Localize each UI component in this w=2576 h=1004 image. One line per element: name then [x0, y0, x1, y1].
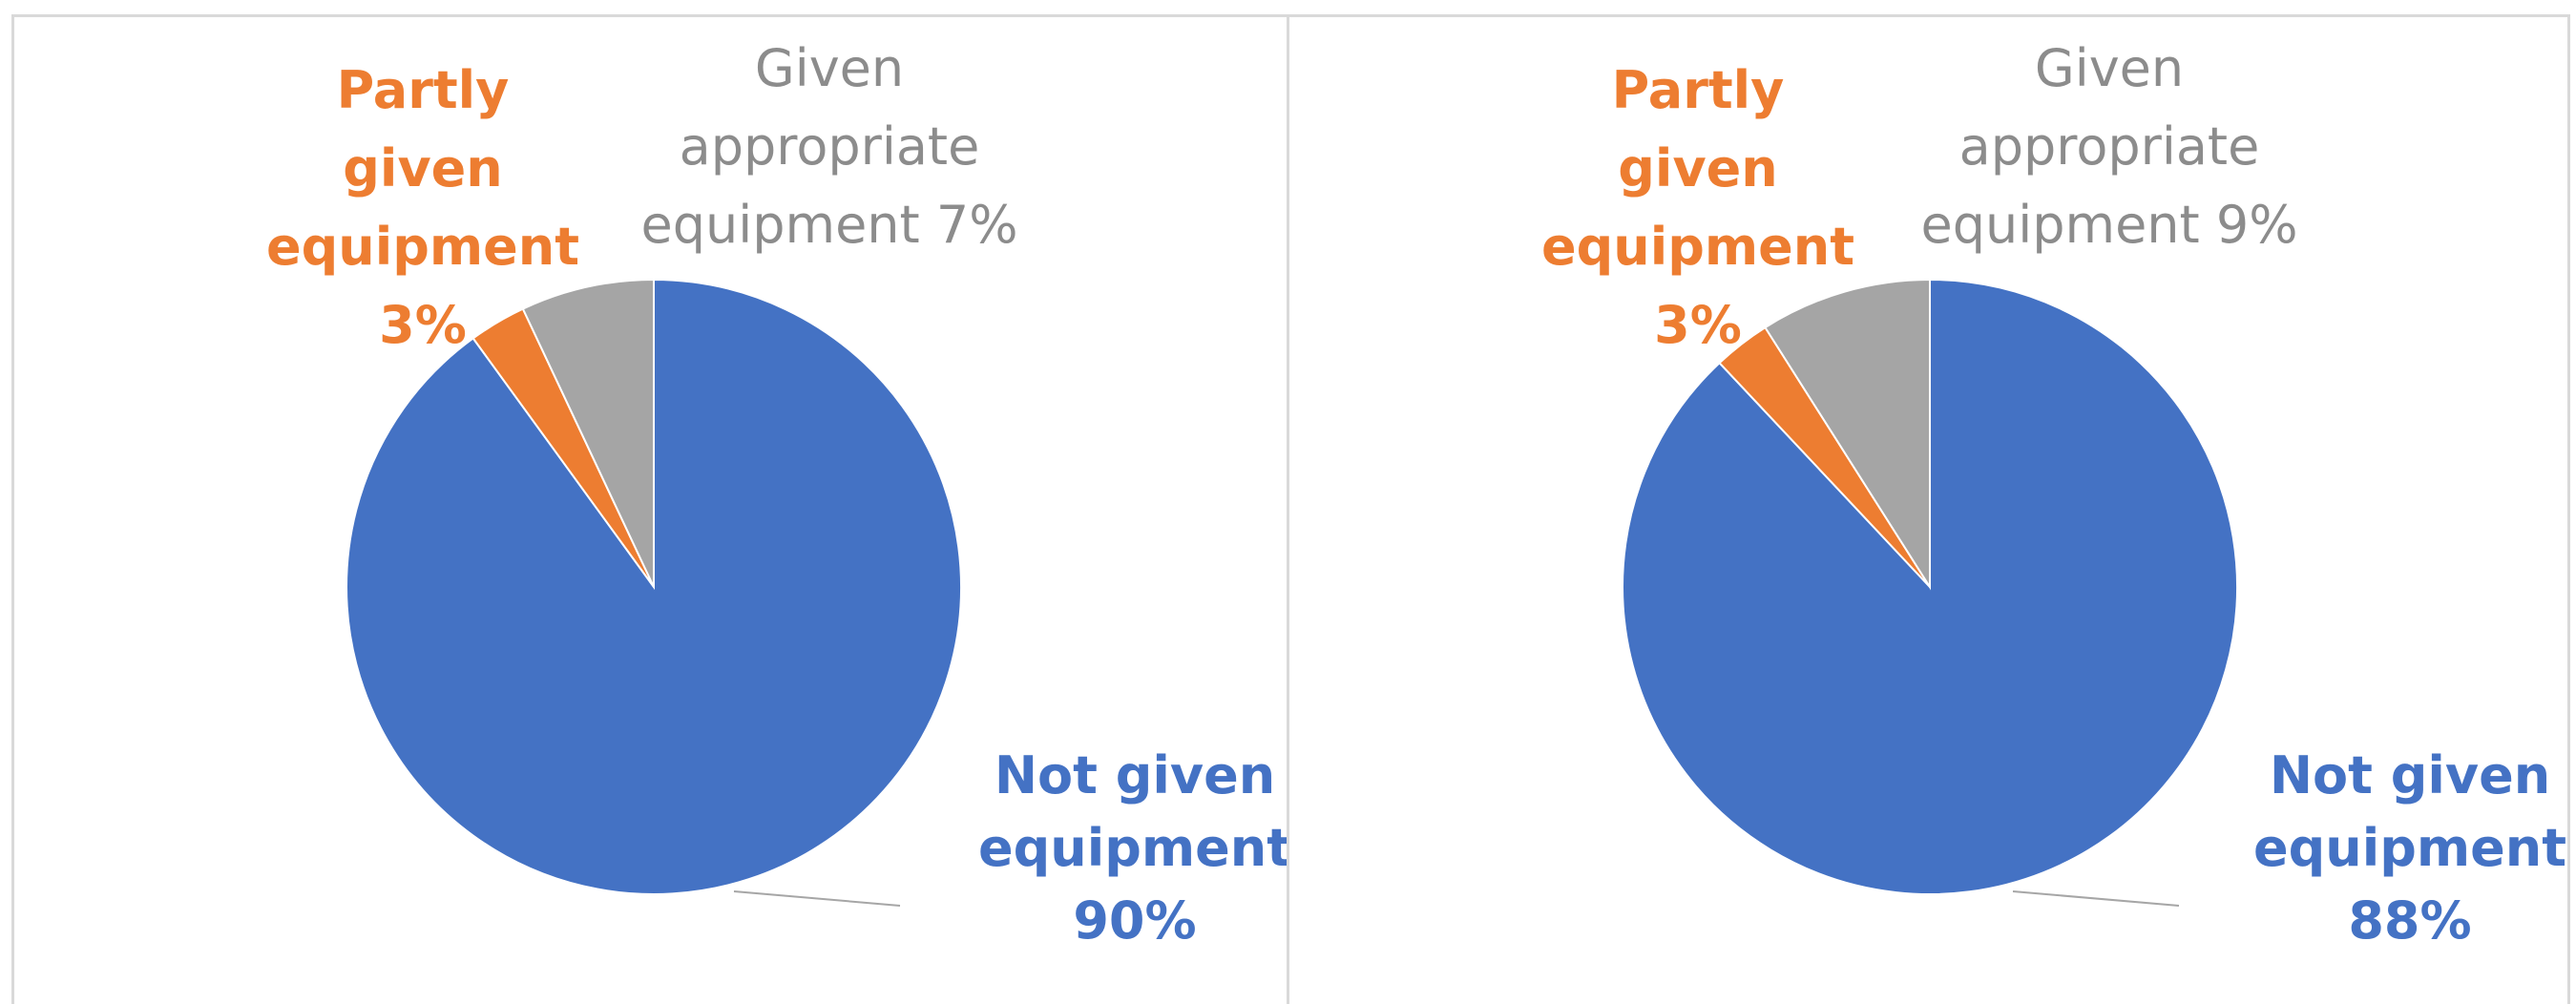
slice-label-line: equipment — [1541, 217, 1854, 277]
slice-label-line: Not given — [2270, 745, 2550, 805]
slice-label-line: 88% — [2348, 890, 2471, 951]
pie-slice-left-given-appropriate — [521, 278, 655, 588]
slice-label-line: given — [343, 138, 502, 199]
slice-label-line: Not given — [995, 745, 1275, 805]
slice-label-line: equipment 7% — [640, 195, 1017, 255]
slice-label-line: given — [1618, 138, 1777, 199]
slice-label-line: equipment — [978, 818, 1291, 878]
slice-label-left-partly-given: Partly given equipment 3% — [266, 60, 579, 355]
slice-label-line: Given — [2035, 38, 2184, 98]
slice-label-line: 3% — [1654, 295, 1742, 355]
slice-label-line: appropriate — [1959, 116, 2260, 177]
slice-label-left-not-given: Not given equipment 90% — [978, 745, 1291, 951]
slice-label-right-not-given: Not given equipment 88% — [2253, 745, 2566, 951]
slice-label-line: equipment 9% — [1920, 195, 2297, 255]
slice-label-line: equipment — [2253, 818, 2566, 878]
pie-slice-right-given-appropriate — [1764, 278, 1931, 591]
pie-chart-left: Not given equipment 90% Partly given equipmen… — [11, 14, 1292, 1004]
slice-label-left-given-appropriate: Given appropriate equipment 7% — [640, 38, 1017, 255]
slice-label-line: Given — [755, 38, 904, 98]
slice-label-line: appropriate — [680, 116, 980, 177]
pie-chart-right-svg: Not given equipment 88% Partly given equipmen… — [1541, 38, 2566, 951]
pie-chart-left-svg: Not given equipment 90% Partly given equipmen… — [266, 38, 1291, 951]
slice-label-line: equipment — [266, 217, 579, 277]
slice-label-line: Partly — [337, 60, 510, 120]
leader-line-left — [733, 890, 901, 907]
pie-chart-right: Not given equipment 88% Partly given equipmen… — [1287, 14, 2570, 1004]
slice-label-line: Partly — [1612, 60, 1785, 120]
slice-label-line: 3% — [379, 295, 467, 355]
slice-label-right-partly-given: Partly given equipment 3% — [1541, 60, 1854, 355]
leader-line-right — [2012, 890, 2180, 907]
slice-label-line: 90% — [1073, 890, 1196, 951]
slice-label-right-given-appropriate: Given appropriate equipment 9% — [1920, 38, 2297, 255]
